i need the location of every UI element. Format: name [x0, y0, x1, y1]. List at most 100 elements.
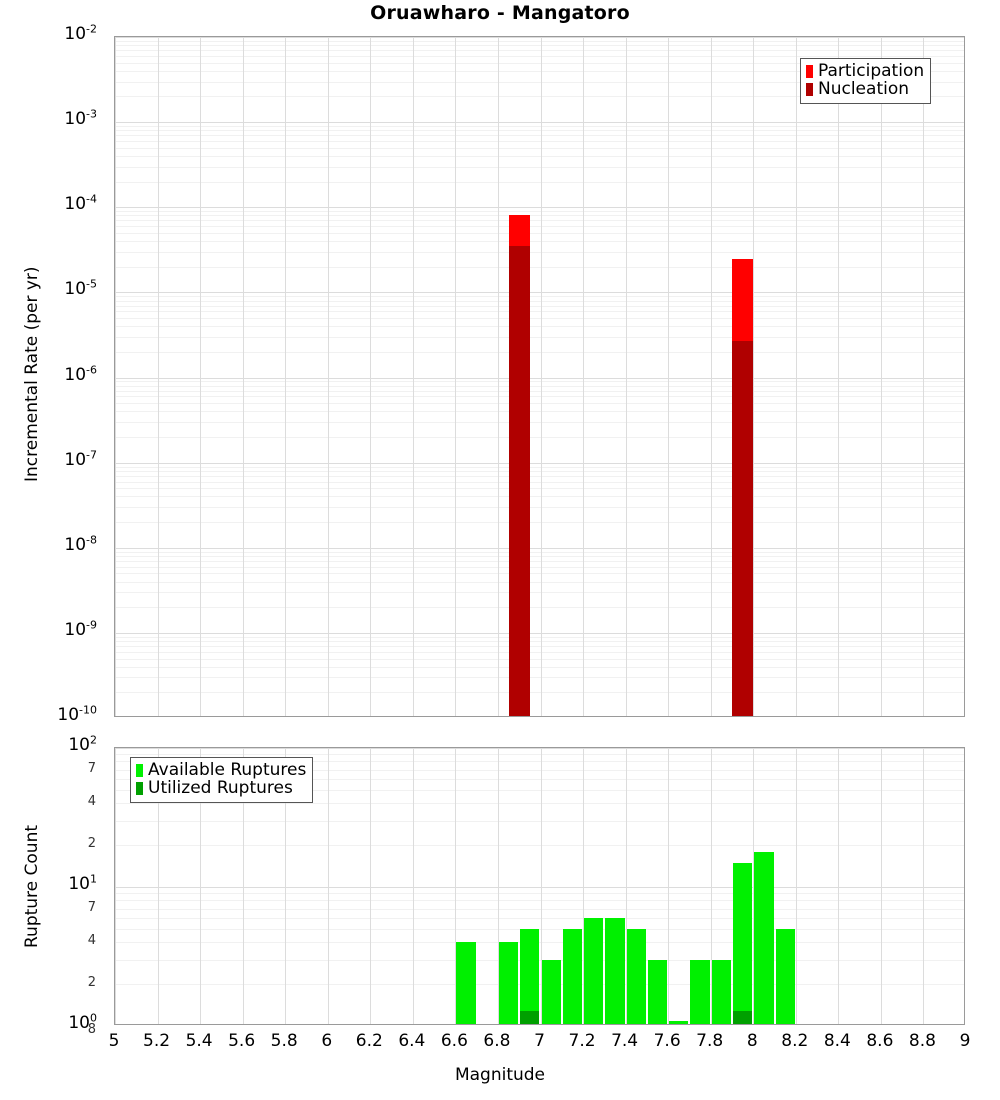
grid-line-horizontal	[115, 403, 964, 404]
grid-line-vertical	[455, 748, 456, 1024]
grid-line-vertical	[370, 37, 371, 716]
nucleation-swatch	[806, 83, 813, 96]
x-axis-tick-label: 7	[534, 1031, 545, 1051]
x-axis-tick-label: 6.2	[355, 1031, 383, 1051]
grid-line-horizontal	[115, 984, 964, 985]
y-axis-minor-tick-label: 4	[87, 933, 96, 949]
grid-line-vertical	[243, 37, 244, 716]
grid-line-horizontal	[115, 381, 964, 382]
grid-line-horizontal	[115, 779, 964, 780]
grid-line-horizontal	[115, 659, 964, 660]
page-title: Oruawharo - Mangatoro	[370, 2, 630, 24]
x-axis-tick-label: 8.2	[781, 1031, 809, 1051]
x-axis-tick-label: 5.8	[270, 1031, 298, 1051]
grid-line-vertical	[328, 37, 329, 716]
grid-line-horizontal	[115, 667, 964, 668]
grid-line-horizontal	[115, 646, 964, 647]
grid-line-horizontal	[115, 582, 964, 583]
grid-line-vertical	[370, 748, 371, 1024]
grid-line-horizontal	[115, 803, 964, 804]
grid-line-horizontal	[115, 488, 964, 489]
grid-line-horizontal	[115, 960, 964, 961]
x-axis-tick-label: 5.2	[143, 1031, 171, 1051]
y-axis-tick-label: 10-6	[64, 362, 97, 385]
grid-line-horizontal	[115, 893, 964, 894]
grid-line-horizontal	[115, 482, 964, 483]
grid-line-vertical	[158, 37, 159, 716]
grid-line-horizontal	[115, 677, 964, 678]
grid-line-vertical	[243, 748, 244, 1024]
grid-line-vertical	[626, 748, 627, 1024]
grid-line-vertical	[668, 748, 669, 1024]
grid-line-vertical	[498, 37, 499, 716]
grid-line-horizontal	[115, 130, 964, 131]
grid-line-horizontal	[115, 790, 964, 791]
legend-item-utilized-ruptures: Utilized Ruptures	[136, 780, 306, 797]
grid-line-vertical	[541, 37, 542, 716]
grid-line-horizontal	[115, 233, 964, 234]
grid-line-horizontal	[115, 652, 964, 653]
grid-line-vertical	[796, 748, 797, 1024]
y-axis-tick-label: 10-9	[64, 618, 97, 640]
x-axis-tick-label: 6.6	[440, 1031, 468, 1051]
grid-line-vertical	[115, 37, 116, 716]
grid-line-vertical	[200, 37, 201, 716]
grid-line-horizontal	[115, 226, 964, 227]
legend-item-nucleation: Nucleation	[806, 81, 924, 98]
grid-line-vertical	[158, 748, 159, 1024]
grid-line-vertical	[668, 37, 669, 716]
grid-line-vertical	[838, 37, 839, 716]
x-axis-tick-label: 7.2	[568, 1031, 596, 1051]
grid-line-horizontal	[115, 156, 964, 157]
grid-line-vertical	[753, 37, 754, 716]
grid-line-horizontal	[115, 50, 964, 51]
x-axis-tick-label: 6	[321, 1031, 333, 1051]
y-axis-tick-label: 10-10	[57, 703, 97, 725]
available-ruptures-bar	[690, 959, 710, 1024]
grid-line-horizontal	[115, 900, 964, 901]
x-axis-tick-label: 5.6	[228, 1031, 256, 1051]
grid-line-horizontal	[115, 633, 964, 634]
grid-line-horizontal	[115, 437, 964, 438]
grid-line-horizontal	[115, 761, 964, 762]
grid-line-horizontal	[115, 148, 964, 149]
grid-line-vertical	[881, 37, 882, 716]
grid-line-vertical	[413, 37, 414, 716]
grid-line-horizontal	[115, 141, 964, 142]
grid-line-vertical	[541, 748, 542, 1024]
grid-line-horizontal	[115, 422, 964, 423]
grid-line-horizontal	[115, 82, 964, 83]
y-axis-minor-tick-label: 4	[87, 794, 96, 810]
grid-line-horizontal	[115, 386, 964, 387]
grid-line-horizontal	[115, 326, 964, 327]
grid-line-horizontal	[115, 126, 964, 127]
grid-line-horizontal	[115, 318, 964, 319]
grid-line-horizontal	[115, 296, 964, 297]
grid-line-vertical	[626, 37, 627, 716]
grid-line-horizontal	[115, 215, 964, 216]
grid-line-horizontal	[115, 45, 964, 46]
x-axis-tick-label: 8.8	[908, 1031, 936, 1051]
y-axis-minor-tick-label: 7	[87, 760, 96, 776]
x-axis-tick-label: 7.4	[611, 1031, 639, 1051]
available-ruptures-bar	[711, 959, 731, 1024]
grid-line-horizontal	[115, 918, 964, 919]
grid-line-horizontal	[115, 522, 964, 523]
grid-line-horizontal	[115, 301, 964, 302]
x-axis-tick-label: 5	[108, 1031, 120, 1051]
x-axis-tick-label: 6.4	[398, 1031, 426, 1051]
grid-line-horizontal	[115, 821, 964, 822]
nucleation-bar	[731, 340, 754, 716]
utilized-ruptures-bar	[732, 1011, 753, 1024]
grid-line-horizontal	[115, 770, 964, 771]
x-axis-tick-label: 8.6	[866, 1031, 894, 1051]
grid-line-horizontal	[115, 929, 964, 930]
legend-item-participation: Participation	[806, 63, 924, 80]
grid-line-horizontal	[115, 637, 964, 638]
grid-line-vertical	[753, 748, 754, 1024]
grid-line-horizontal	[115, 56, 964, 57]
top-legend: Participation Nucleation	[800, 58, 932, 104]
available-ruptures-bar	[669, 1021, 689, 1024]
grid-line-horizontal	[115, 467, 964, 468]
available-ruptures-bar	[498, 942, 519, 1024]
